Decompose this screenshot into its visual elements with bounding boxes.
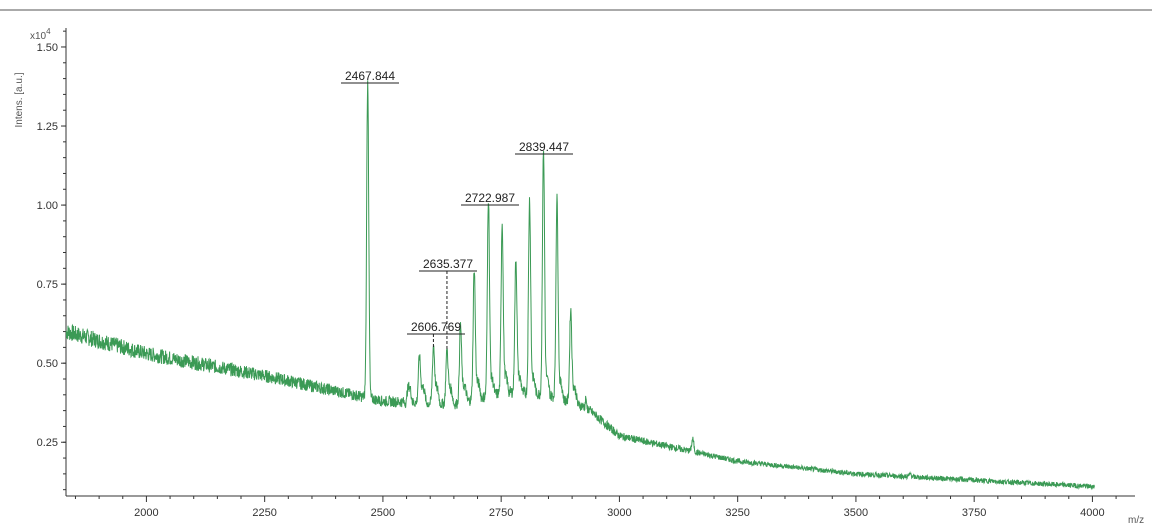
y-tick-label: 0.50 [37, 358, 58, 370]
x-tick-label: 2750 [489, 507, 513, 519]
x-tick-label: 2250 [252, 507, 276, 519]
x-tick-label: 3500 [844, 507, 868, 519]
peak-label: 2467.844 [345, 69, 395, 83]
peak-label: 2722.987 [465, 191, 515, 205]
x-tick-label: 3750 [962, 507, 986, 519]
peak-annotation-group: 2467.844 2606.769 2635.377 2722.987 2839.447 [341, 69, 573, 351]
y-tick-label: 0.25 [37, 437, 58, 449]
y-tick-label: 0.75 [37, 279, 58, 291]
peak-label: 2635.377 [423, 257, 473, 271]
x-tick-label: 3000 [607, 507, 631, 519]
peak-label: 2839.447 [519, 140, 569, 154]
x-tick-group: 2000 2250 2500 2750 3000 3250 3500 3750 4000 [74, 496, 1117, 519]
x-axis-title: m/z [1128, 515, 1144, 526]
y-tick-group: 0.25 0.50 0.75 1.00 1.25 1.50 [37, 30, 66, 491]
y-tick-label: 1.00 [37, 200, 58, 212]
x-tick-label: 2000 [134, 507, 158, 519]
spectrum-series-line [65, 80, 1096, 491]
x-tick-label: 2500 [371, 507, 395, 519]
y-tick-label: 1.25 [37, 121, 58, 133]
x-tick-label: 4000 [1080, 507, 1104, 519]
x-tick-label: 3250 [725, 507, 749, 519]
y-multiplier: x104 [30, 27, 51, 42]
y-tick-label: 1.50 [37, 42, 58, 54]
y-axis-title: Intens. [a.u.] [14, 72, 25, 127]
peak-label: 2606.769 [411, 320, 461, 334]
